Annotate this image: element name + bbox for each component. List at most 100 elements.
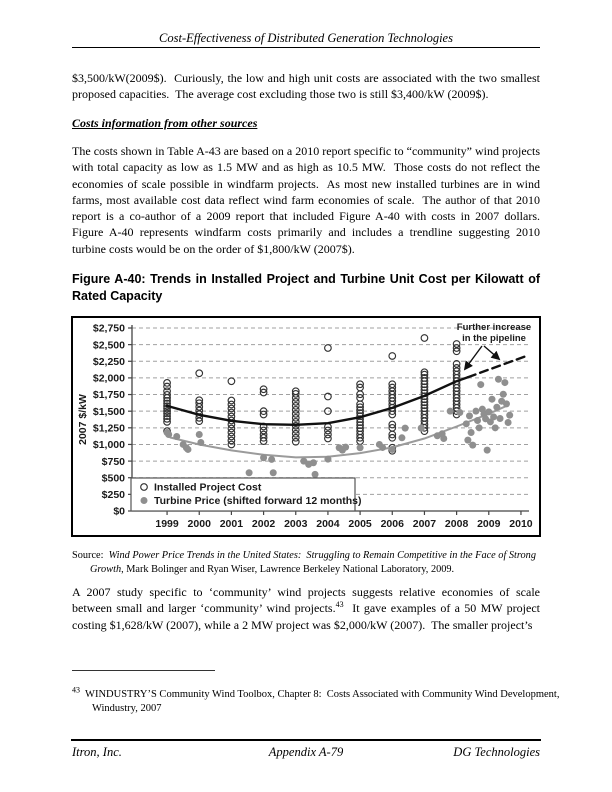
scatter-point-installed <box>356 427 364 436</box>
scatter-point-installed <box>356 393 364 402</box>
y-tick-label: $1,750 <box>93 389 125 401</box>
scatter-point-installed <box>420 401 429 410</box>
scatter-point-installed <box>356 418 364 427</box>
scatter-point-installed <box>388 433 397 442</box>
scatter-point-installed <box>356 424 364 433</box>
x-tick-label: 2001 <box>220 518 244 530</box>
annotation-arrow-left <box>463 345 483 371</box>
scatter-point-turbine <box>499 390 507 398</box>
scatter-point-turbine <box>245 469 253 477</box>
installed-project-cost-trend <box>165 376 470 427</box>
scatter-point-installed <box>420 370 429 379</box>
installed-project-cost-projection <box>466 354 529 379</box>
x-tick-label: 2008 <box>445 518 469 530</box>
footnote-43: 43 WINDUSTRY’S Community Wind Toolbox, C… <box>72 685 562 714</box>
scatter-point-turbine <box>173 432 181 440</box>
header-rule <box>72 47 540 48</box>
y-tick-label: $1,500 <box>93 406 125 418</box>
turbine-price-trend <box>169 404 510 459</box>
scatter-point-turbine <box>184 445 192 453</box>
x-tick-label: 2009 <box>477 518 501 530</box>
scatter-point-turbine <box>456 409 464 417</box>
figure-a40-chart: $0 $250 $500 $750 $1,000 $1,250 $1,500 $1,750 $2… <box>71 316 541 537</box>
scatter-point-installed <box>227 400 236 409</box>
scatter-point-turbine <box>467 428 475 436</box>
scatter-point-installed <box>452 347 461 356</box>
scatter-point-turbine <box>462 420 470 428</box>
scatter-point-turbine <box>488 395 496 403</box>
scatter-point-installed <box>420 386 429 395</box>
scatter-point-turbine <box>501 379 509 387</box>
scatter-point-turbine <box>401 424 409 432</box>
annotation-line-2: in the pipeline <box>462 333 526 344</box>
y-tick-label: $750 <box>102 456 126 468</box>
scatter-point-turbine <box>464 436 472 444</box>
scatter-point-turbine <box>486 418 494 426</box>
scatter-point-installed <box>452 340 461 348</box>
scatter-point-turbine <box>356 444 364 452</box>
scatter-point-installed <box>259 410 268 419</box>
scatter-point-installed <box>356 421 364 430</box>
scatter-point-installed <box>227 377 236 386</box>
scatter-point-turbine <box>475 424 483 432</box>
scatter-point-installed <box>420 407 429 416</box>
scatter-point-installed <box>291 425 300 434</box>
scatter-point-installed <box>324 430 332 439</box>
scatter-point-installed <box>452 364 461 372</box>
scatter-point-turbine <box>485 408 493 416</box>
scatter-point-installed <box>324 344 332 352</box>
scatter-point-installed <box>291 401 300 410</box>
scatter-point-turbine <box>474 416 482 424</box>
scatter-point-turbine <box>195 430 203 438</box>
scatter-point-turbine <box>311 470 319 478</box>
scatter-point-installed <box>163 407 171 416</box>
legend-label-installed: Installed Project Cost <box>154 482 262 494</box>
figure-caption: Figure A-40: Trends in Installed Project… <box>72 272 540 303</box>
figure-source: Source: Wind Power Price Trends in the U… <box>72 549 565 576</box>
scatter-point-installed <box>163 391 171 399</box>
x-tick-label: 2007 <box>413 518 437 530</box>
figure-a40-chart-svg: $0 $250 $500 $750 $1,000 $1,250 $1,500 $1,750 $2… <box>77 322 533 530</box>
y-tick-label: $1,000 <box>93 439 125 451</box>
scatter-point-turbine <box>491 424 499 432</box>
scatter-point-installed <box>291 437 300 446</box>
scatter-point-installed <box>163 412 171 421</box>
scatter-point-installed <box>291 413 300 422</box>
scatter-point-turbine <box>483 446 491 454</box>
paragraph-1: $3,500/kW(2009$). Curiously, the low and… <box>72 71 543 102</box>
scatter-point-installed <box>259 433 268 442</box>
footnote-number: 43 <box>72 685 80 695</box>
y-tick-label: $250 <box>102 489 126 501</box>
scatter-point-installed <box>227 436 236 445</box>
legend-open-circle-icon <box>140 483 148 491</box>
legend-label-turbine: Turbine Price (shifted forward 12 months… <box>154 495 362 507</box>
scatter-point-installed <box>420 383 429 392</box>
scatter-point-turbine <box>494 375 502 383</box>
scatter-point-installed <box>227 408 236 417</box>
footnote-reference: 43 <box>335 600 344 610</box>
scatter-point-turbine <box>440 434 448 442</box>
scatter-point-installed <box>452 344 461 352</box>
scatter-point-turbine <box>379 443 387 451</box>
y-tick-label: $2,500 <box>93 339 125 351</box>
scatter-point-installed <box>324 426 332 435</box>
scatter-point-installed <box>324 392 332 401</box>
scatter-point-installed <box>227 432 236 441</box>
y-tick-label: $2,750 <box>93 323 125 335</box>
scatter-point-turbine <box>197 438 205 446</box>
scatter-point-installed <box>291 387 300 396</box>
scatter-point-installed <box>324 407 332 416</box>
scatter-point-installed <box>356 380 364 389</box>
y-axis-title: 2007 $/kW <box>77 394 89 445</box>
paragraph-3: A 2007 study specific to ‘community’ win… <box>72 585 543 632</box>
scatter-point-installed <box>420 374 429 382</box>
x-tick-label: 2010 <box>509 518 533 530</box>
scatter-point-installed <box>163 417 171 426</box>
scatter-point-installed <box>420 368 429 377</box>
scatter-point-installed <box>163 414 171 423</box>
x-tick-label: 2000 <box>188 518 212 530</box>
scatter-point-installed <box>163 387 171 396</box>
scatter-point-installed <box>388 380 397 389</box>
x-tick-label: 2006 <box>381 518 405 530</box>
source-label: Source: <box>72 550 109 561</box>
